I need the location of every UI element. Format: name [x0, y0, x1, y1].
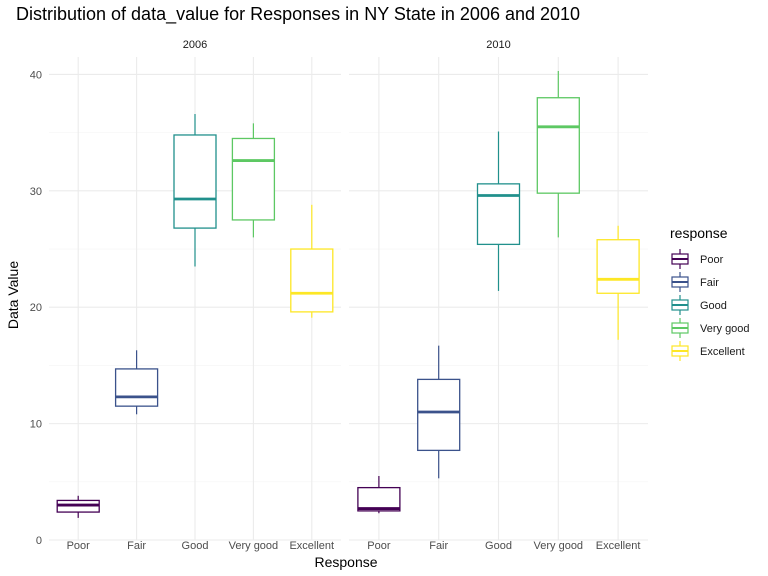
x-tick-label-excellent: Excellent	[289, 540, 334, 552]
legend-item-good: Good	[671, 295, 727, 315]
x-axis-title: Response	[314, 554, 377, 570]
y-tick-label-0: 0	[36, 535, 42, 547]
box-excellent-2010	[596, 225, 640, 340]
legend-label-fair: Fair	[700, 277, 719, 289]
legend-label-good: Good	[700, 300, 727, 312]
legend-label-poor: Poor	[700, 254, 724, 266]
x-tick-label-good: Good	[485, 540, 512, 552]
legend-label-very-good: Very good	[700, 323, 750, 335]
box-iqr	[173, 134, 217, 229]
legend-label-excellent: Excellent	[700, 346, 745, 358]
x-tick-label-poor: Poor	[67, 540, 91, 552]
box-iqr	[114, 368, 159, 407]
legend: response Poor Fair Good Very good Excellent	[670, 225, 750, 361]
x-tick-label-very-good: Very good	[229, 540, 279, 552]
legend-item-excellent: Excellent	[671, 341, 745, 361]
panel-2010: 2010 Poor Fair Good Very good Excellent	[349, 39, 648, 552]
box-iqr	[596, 239, 640, 294]
chart-title: Distribution of data_value for Responses…	[16, 4, 580, 25]
box-fair-2010	[417, 345, 461, 479]
box-iqr	[476, 183, 521, 246]
y-tick-label-30: 30	[30, 186, 42, 198]
y-tick-label-20: 20	[30, 302, 42, 314]
box-iqr	[357, 486, 401, 512]
box-iqr	[290, 248, 334, 313]
x-tick-label-good: Good	[182, 540, 209, 552]
x-tick-label-very-good: Very good	[534, 540, 584, 552]
box-excellent-2006	[290, 204, 334, 318]
box-poor-2006	[56, 495, 100, 518]
box-iqr	[231, 137, 276, 221]
panel-2006: 2006 Poor Fair Good Very good Excellent	[49, 39, 341, 552]
box-iqr	[417, 378, 461, 452]
box-iqr	[536, 97, 580, 194]
box-good-2010	[476, 131, 521, 291]
y-tick-label-10: 10	[30, 419, 42, 431]
facet-label-2010: 2010	[486, 39, 510, 51]
x-tick-label-fair: Fair	[429, 540, 448, 552]
box-fair-2006	[114, 350, 159, 415]
box-good-2006	[173, 114, 217, 267]
x-tick-label-fair: Fair	[127, 540, 146, 552]
box-very-good-2010	[536, 70, 580, 238]
box-very-good-2006	[231, 123, 276, 238]
x-tick-label-poor: Poor	[367, 540, 391, 552]
x-tick-label-excellent: Excellent	[596, 540, 641, 552]
legend-item-fair: Fair	[671, 272, 719, 292]
y-tick-label-40: 40	[30, 69, 42, 81]
legend-item-very-good: Very good	[671, 318, 750, 338]
legend-item-poor: Poor	[671, 249, 724, 269]
y-axis-title: Data Value	[5, 261, 21, 329]
box-poor-2010	[357, 475, 401, 514]
facet-label-2006: 2006	[183, 39, 207, 51]
legend-title: response	[670, 225, 728, 241]
